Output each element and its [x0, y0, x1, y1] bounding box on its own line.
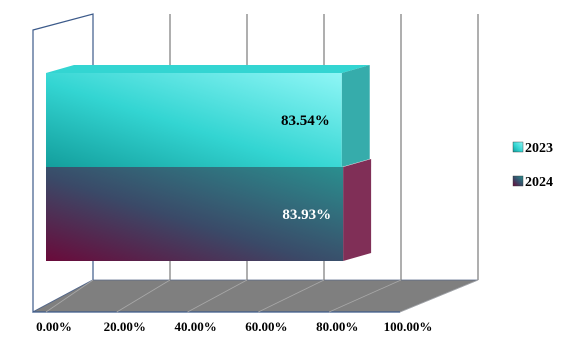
bar-2023: [46, 73, 342, 167]
legend-label-2023: 2023: [525, 141, 553, 156]
floor-gridline-2: [187, 279, 248, 313]
x-tick-label-0: 0.00%: [36, 319, 72, 334]
data-label-2023: 83.54%: [281, 113, 330, 129]
x-tick-label-1: 20.00%: [104, 319, 146, 334]
x-tick-label-2: 40.00%: [174, 319, 216, 334]
bar-series-2024: [46, 159, 372, 261]
bar-top-2023: [46, 65, 370, 73]
floor-gridline-4: [329, 279, 402, 313]
legend-item-2023: 2023: [512, 141, 553, 156]
x-tick-label-3: 60.00%: [245, 319, 287, 334]
legend-item-2024: 2024: [512, 175, 553, 190]
floor-gridline-3: [258, 279, 325, 313]
floor-gridline-1: [116, 279, 171, 313]
floor-gridline-0: [45, 279, 94, 313]
legend: 2023 2024: [512, 141, 553, 190]
x-tick-label-4: 80.00%: [316, 319, 358, 334]
bar-series-2023: [46, 65, 370, 167]
x-tick-label-5: 100.00%: [384, 319, 433, 334]
bar-side-2024: [343, 159, 372, 261]
floor-gridlines: [45, 279, 479, 313]
bar-side-2023: [341, 65, 370, 167]
legend-swatch-2024: [512, 175, 524, 187]
bars: [46, 65, 372, 261]
data-label-2024: 83.93%: [282, 207, 331, 223]
legend-label-2024: 2024: [525, 175, 553, 190]
floor-gridline-5: [399, 279, 479, 313]
data-labels: 83.54% 83.93%: [281, 113, 331, 223]
bar-2024: [46, 167, 344, 261]
legend-swatch-2023: [512, 141, 524, 153]
x-axis-ticks: 0.00% 20.00% 40.00% 60.00% 80.00% 100.00%: [36, 319, 432, 334]
